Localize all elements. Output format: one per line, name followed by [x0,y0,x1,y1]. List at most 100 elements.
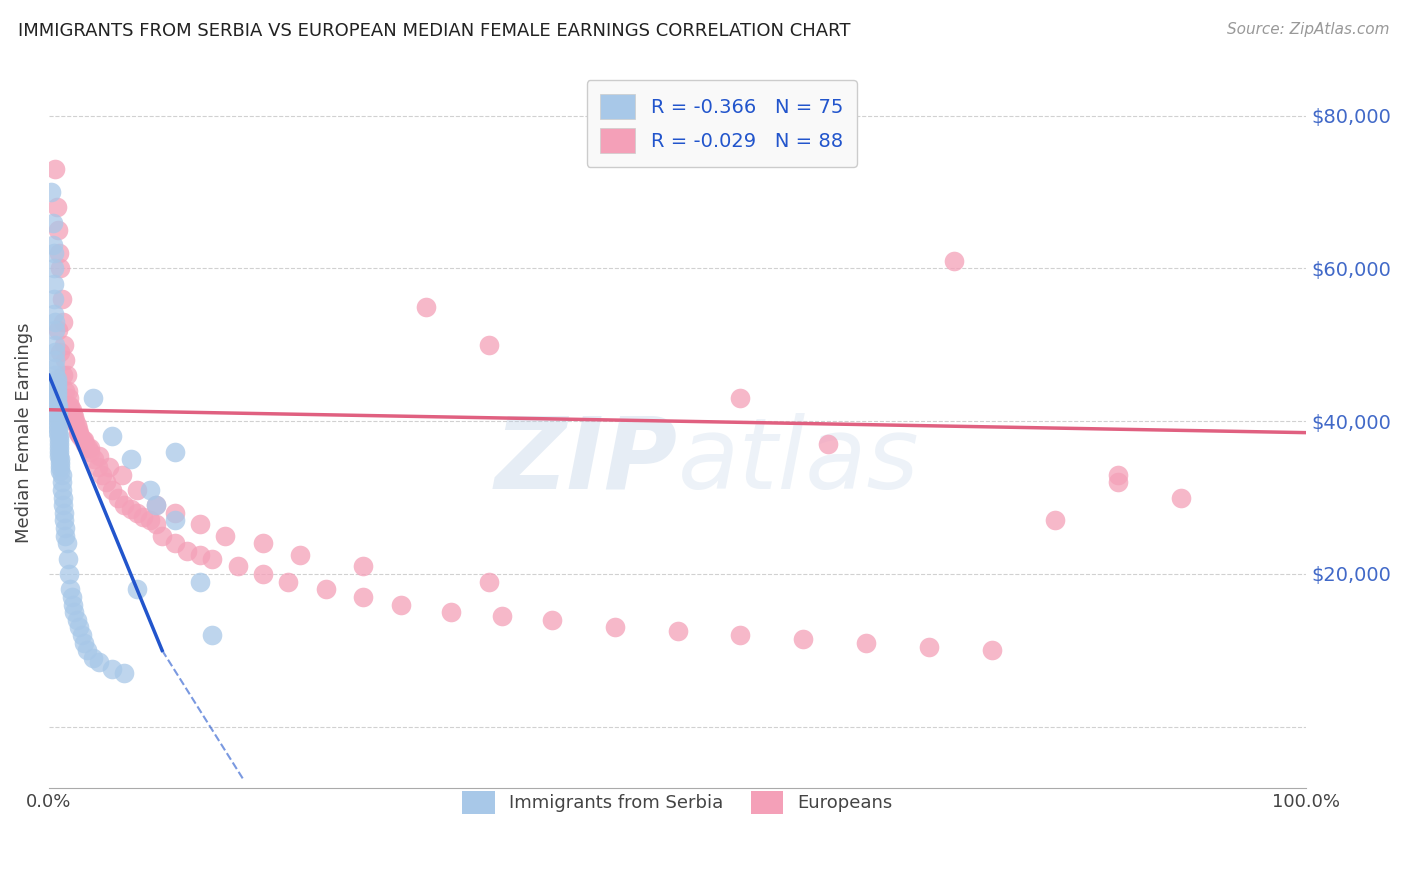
Point [730,628,752,642]
Point [62,407,84,421]
Point [1107,475,1129,490]
Point [56,384,79,398]
Point [48,444,70,458]
Point [63,410,86,425]
Point [53,338,76,352]
Point [112,666,135,681]
Point [73,434,96,448]
Point [112,498,135,512]
Point [63,605,86,619]
Point [188,548,211,562]
Point [1170,491,1192,505]
Point [943,253,966,268]
Point [252,536,274,550]
Text: ZIP: ZIP [495,413,678,509]
Point [478,338,501,352]
Point [440,605,463,619]
Point [45,384,67,398]
Point [53,514,76,528]
Point [44,322,66,336]
Point [1107,467,1129,482]
Point [101,483,124,497]
Point [94,475,117,490]
Point [49,460,72,475]
Point [89,449,111,463]
Point [145,498,167,512]
Point [66,417,89,432]
Point [125,582,148,597]
Point [44,353,66,368]
Point [55,368,77,383]
Point [214,529,236,543]
Point [53,384,76,398]
Point [48,449,70,463]
Point [58,391,80,405]
Point [44,162,66,177]
Point [56,551,79,566]
Point [541,613,564,627]
Point [51,483,73,497]
Point [48,434,70,448]
Point [79,441,101,455]
Point [62,414,84,428]
Point [42,238,65,252]
Point [226,559,249,574]
Point [603,620,626,634]
Point [145,498,167,512]
Point [53,529,76,543]
Point [58,399,80,413]
Text: atlas: atlas [678,413,920,509]
Point [44,315,66,329]
Point [315,582,337,597]
Point [59,399,82,413]
Point [46,402,69,417]
Point [46,414,69,428]
Point [42,277,65,291]
Point [42,246,65,260]
Point [87,460,110,475]
Point [45,372,67,386]
Point [855,636,877,650]
Point [352,590,374,604]
Point [59,582,82,597]
Point [45,395,67,409]
Point [252,566,274,581]
Point [125,483,148,497]
Point [66,613,89,627]
Point [730,391,752,405]
Point [82,391,104,405]
Point [89,655,111,669]
Point [45,387,67,401]
Point [918,640,941,654]
Point [51,467,73,482]
Point [1043,514,1066,528]
Point [125,506,148,520]
Point [150,529,173,543]
Point [49,456,72,470]
Point [51,475,73,490]
Point [163,506,186,520]
Point [415,300,437,314]
Point [290,548,312,562]
Point [666,624,689,639]
Point [201,551,224,566]
Point [70,628,93,642]
Point [98,460,121,475]
Point [45,376,67,390]
Point [163,514,186,528]
Point [83,452,105,467]
Point [90,467,112,482]
Point [73,636,96,650]
Point [53,506,76,520]
Point [58,566,80,581]
Point [277,574,299,589]
Point [52,368,75,383]
Point [53,521,76,535]
Point [52,498,75,512]
Point [67,620,90,634]
Point [120,502,142,516]
Point [46,417,69,432]
Point [48,429,70,443]
Point [44,345,66,359]
Point [55,536,77,550]
